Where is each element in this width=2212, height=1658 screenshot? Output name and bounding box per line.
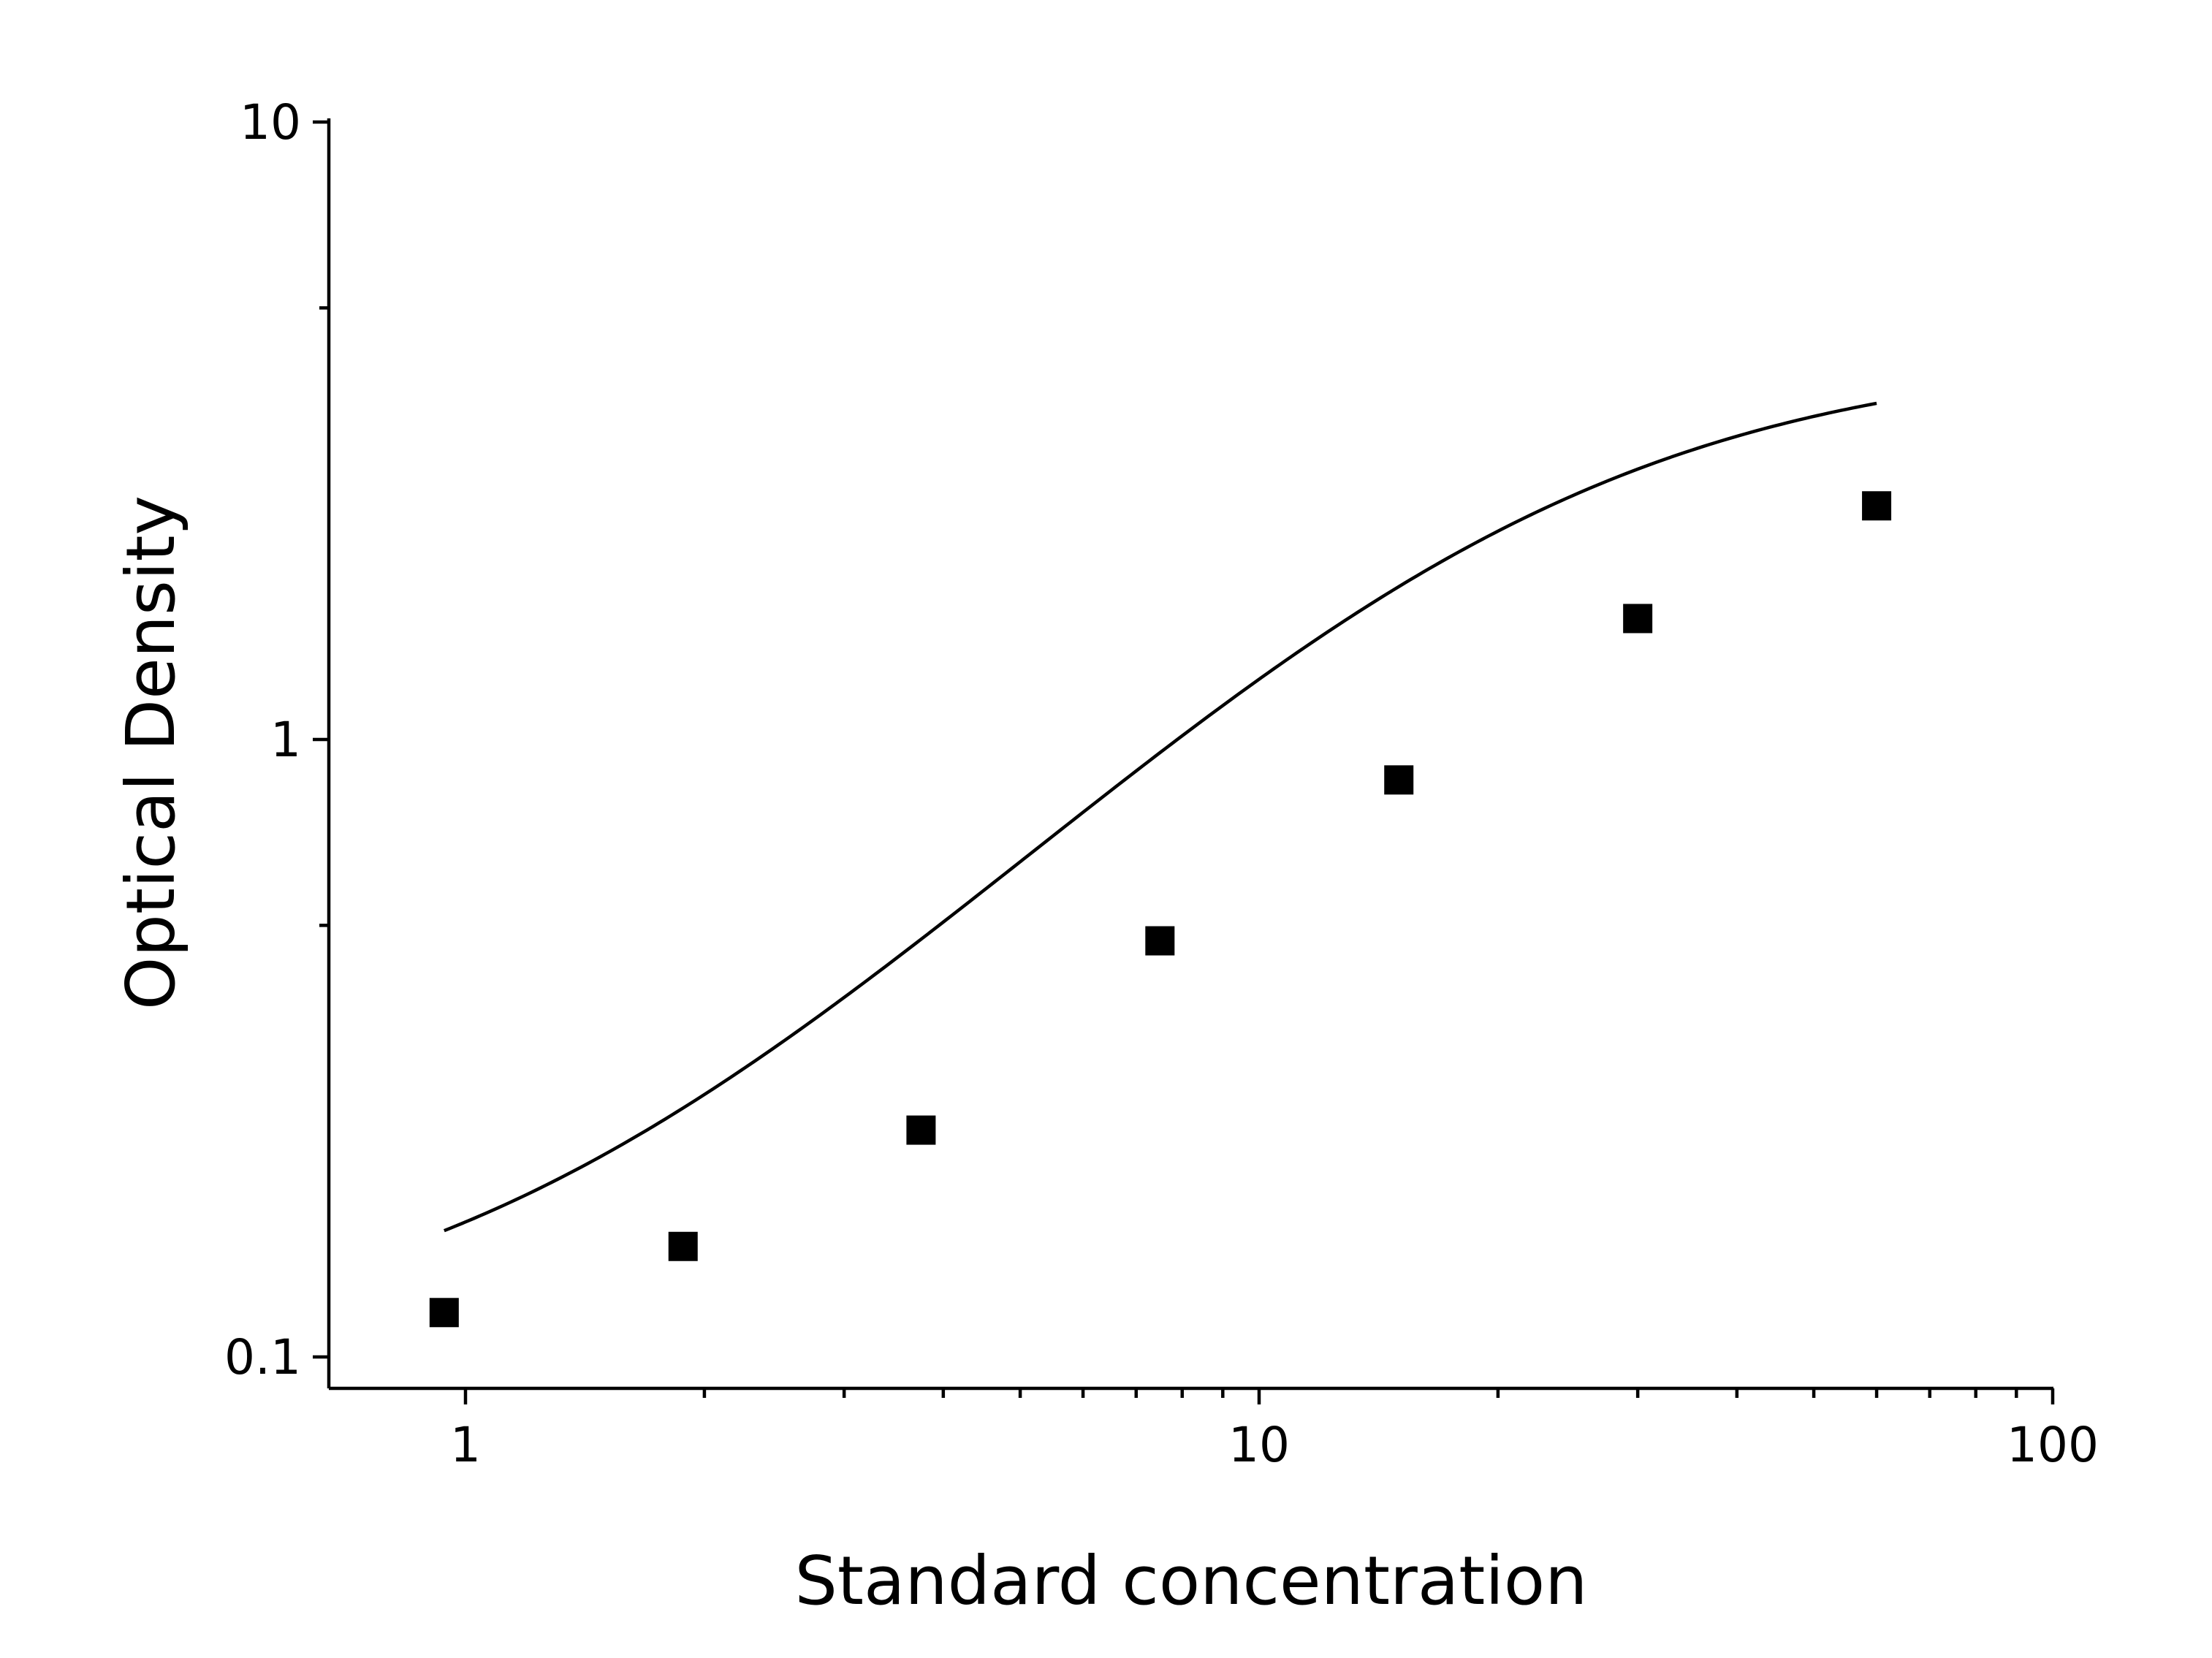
data-point — [906, 1115, 936, 1145]
y-axis-title: Optical Density — [112, 495, 190, 1010]
fit-curve — [443, 401, 1877, 1233]
y-tick-label: 10 — [240, 94, 301, 151]
x-axis-ticks: 1 10 100 — [450, 1388, 2099, 1473]
data-point — [1623, 604, 1653, 634]
x-tick-label: 10 — [1228, 1417, 1290, 1473]
y-tick-label: 0.1 — [224, 1329, 301, 1385]
data-point — [429, 1298, 459, 1328]
data-point — [1384, 765, 1414, 795]
data-markers — [429, 491, 1892, 1328]
x-axis-title: Standard concentration — [795, 1542, 1588, 1620]
data-point — [1862, 491, 1892, 521]
y-tick-label: 1 — [270, 712, 301, 768]
y-axis-ticks: 0.1 1 10 — [224, 94, 329, 1385]
x-tick-label: 1 — [450, 1417, 481, 1473]
data-point — [668, 1231, 698, 1261]
x-tick-label: 100 — [2007, 1417, 2099, 1473]
data-point — [1145, 926, 1175, 956]
